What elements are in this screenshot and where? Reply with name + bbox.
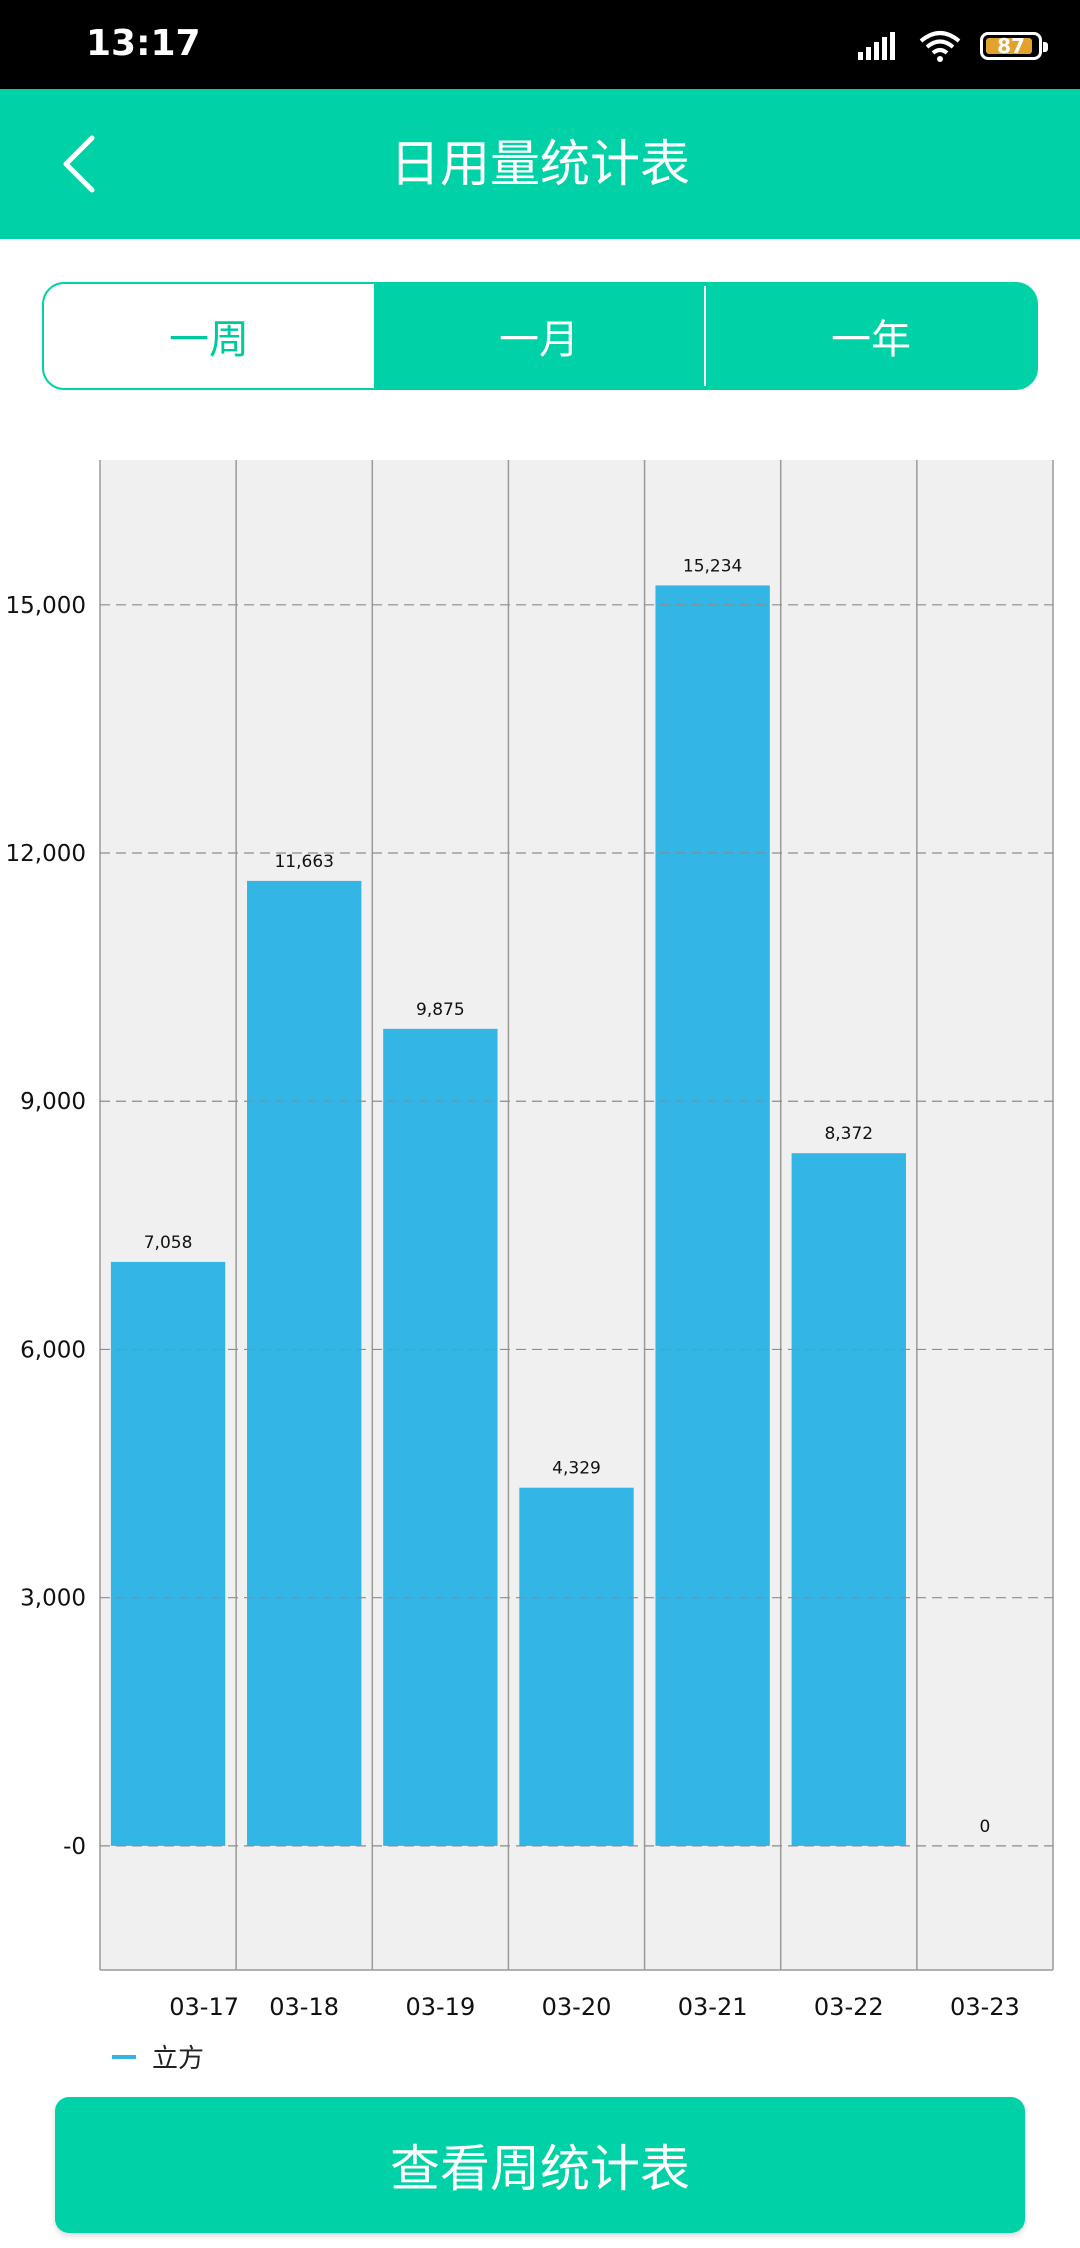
page-title: 日用量统计表	[390, 135, 690, 193]
chart-legend: 立方	[112, 2038, 204, 2075]
x-tick-label: 03-18	[269, 1993, 339, 2021]
status-bar: 13:17 87	[0, 0, 1080, 89]
tab-divider	[704, 286, 706, 386]
x-tick-label: 03-23	[950, 1993, 1020, 2021]
bar-value-label: 15,234	[683, 556, 742, 576]
x-tick-label: 03-22	[814, 1993, 884, 2021]
bar-value-label: 0	[980, 1817, 991, 1837]
chevron-left-icon	[63, 135, 95, 193]
y-tick-label: 6,000	[20, 1337, 86, 1363]
bar-03-21[interactable]	[655, 585, 770, 1846]
battery-icon: 87	[980, 32, 1048, 60]
wifi-icon	[919, 31, 961, 62]
bar-chart: 7,058 11,663 9,875 4,329 15,234 8,372 0 -0 3,000…	[6, 460, 1054, 2021]
bar-value-label: 9,875	[416, 1000, 465, 1020]
period-tabs: 一周 一月 一年	[42, 282, 1038, 390]
tab-week[interactable]: 一周	[44, 284, 374, 388]
app-bar: 日用量统计表	[0, 89, 1080, 239]
bar-03-17[interactable]	[110, 1261, 226, 1846]
x-tick-label: 03-21	[678, 1993, 748, 2021]
y-tick-label: -0	[63, 1834, 86, 1860]
bar-03-19[interactable]	[383, 1028, 498, 1846]
bar-value-label: 7,058	[144, 1233, 193, 1253]
status-icons: 87	[856, 26, 1048, 66]
bar-03-22[interactable]	[791, 1153, 906, 1846]
bar-value-label: 4,329	[552, 1459, 601, 1479]
back-button[interactable]	[40, 124, 120, 204]
status-time: 13:17	[86, 23, 201, 64]
y-tick-label: 12,000	[6, 841, 86, 867]
bar-value-label: 11,663	[274, 852, 333, 872]
y-tick-label: 3,000	[20, 1586, 86, 1612]
view-weekly-report-button[interactable]: 查看周统计表	[55, 2097, 1025, 2233]
battery-level: 87	[997, 34, 1025, 58]
y-tick-label: 9,000	[20, 1089, 86, 1115]
signal-icon	[858, 32, 895, 60]
legend-label: 立方	[152, 2044, 205, 2074]
tab-year[interactable]: 一年	[706, 284, 1036, 388]
bar-03-20[interactable]	[519, 1487, 634, 1846]
tab-month[interactable]: 一月	[374, 284, 704, 388]
x-tick-label: 03-17	[169, 1993, 239, 2021]
usage-chart: 7,058 11,663 9,875 4,329 15,234 8,372 0 -0 3,000…	[0, 440, 1080, 2040]
legend-swatch	[112, 2054, 136, 2059]
x-tick-label: 03-20	[542, 1993, 612, 2021]
y-tick-label: 15,000	[6, 593, 86, 619]
bar-value-label: 8,372	[824, 1124, 873, 1144]
bar-03-18[interactable]	[247, 880, 362, 1846]
x-tick-label: 03-19	[405, 1993, 475, 2021]
